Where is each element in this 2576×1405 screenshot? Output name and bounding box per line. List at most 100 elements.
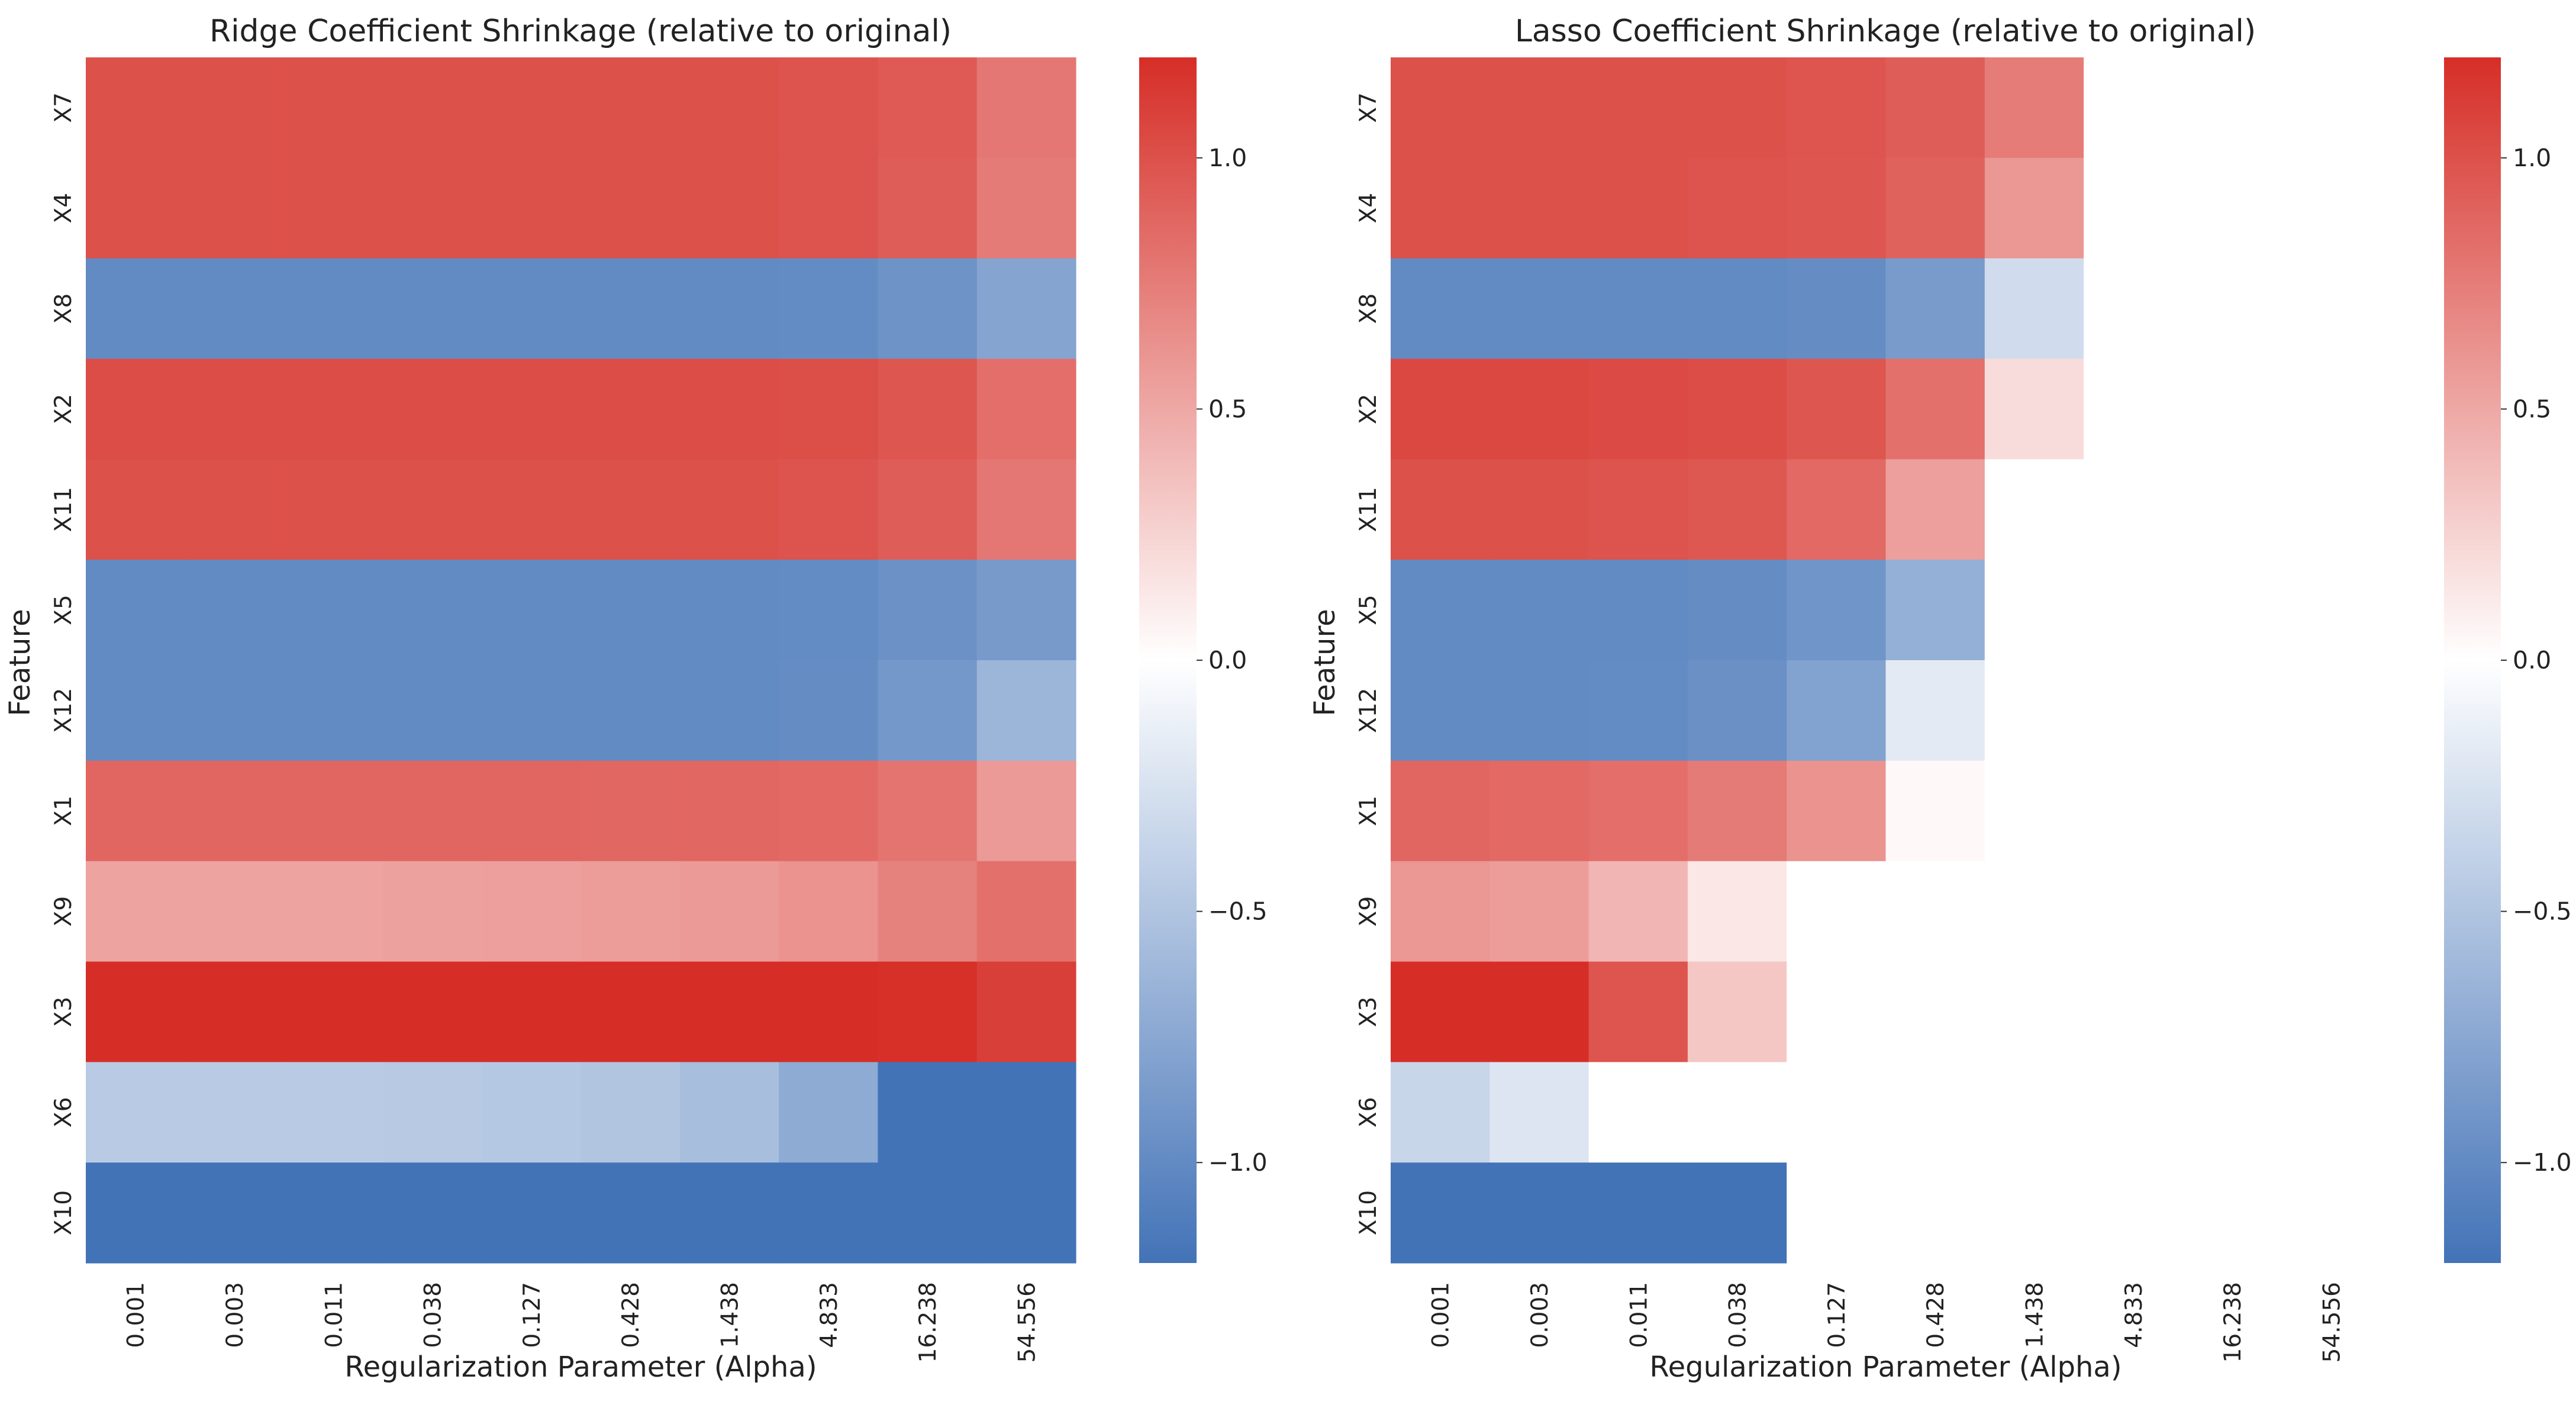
lasso-cell-X9-16.238 bbox=[2182, 861, 2282, 962]
ridge-cell-X4-0.001 bbox=[86, 157, 185, 259]
ridge-cell-X3-0.011 bbox=[283, 961, 383, 1062]
lasso-colorbar-tick-label: −1.0 bbox=[2513, 1148, 2572, 1177]
lasso-colorbar-tick-label: 0.0 bbox=[2513, 646, 2551, 674]
ridge-cell-X1-16.238 bbox=[878, 760, 978, 862]
ridge-cell-X10-4.833 bbox=[779, 1162, 878, 1264]
ridge-cell-X12-0.001 bbox=[86, 660, 185, 761]
lasso-cell-X11-1.438 bbox=[1984, 459, 2084, 560]
lasso-cell-X7-0.011 bbox=[1588, 57, 1688, 159]
lasso-y-tick-label: X4 bbox=[1355, 193, 1382, 224]
ridge-cell-X10-1.438 bbox=[679, 1162, 779, 1264]
lasso-colorbar-tick-label: 0.5 bbox=[2513, 395, 2551, 423]
ridge-x-tick-label: 0.003 bbox=[222, 1282, 249, 1348]
ridge-cell-X4-0.127 bbox=[482, 157, 582, 259]
lasso-cell-X6-0.001 bbox=[1391, 1062, 1490, 1163]
ridge-y-tick-label: X3 bbox=[50, 997, 77, 1028]
ridge-cell-X12-54.556 bbox=[976, 660, 1076, 761]
lasso-cell-X4-0.003 bbox=[1489, 157, 1590, 259]
lasso-cell-X11-16.238 bbox=[2182, 459, 2282, 560]
lasso-cell-X5-1.438 bbox=[1984, 560, 2084, 661]
ridge-cell-X2-16.238 bbox=[878, 358, 978, 460]
lasso-cell-X6-0.011 bbox=[1588, 1062, 1688, 1163]
lasso-cell-X6-0.038 bbox=[1687, 1062, 1787, 1163]
lasso-cell-X4-4.833 bbox=[2084, 157, 2183, 259]
lasso-cell-X8-54.556 bbox=[2281, 258, 2381, 360]
ridge-cell-X6-0.001 bbox=[86, 1062, 185, 1163]
ridge-cell-X9-0.001 bbox=[86, 861, 185, 962]
ridge-cell-X4-54.556 bbox=[976, 157, 1076, 259]
ridge-y-tick-label: X2 bbox=[50, 394, 77, 425]
lasso-cell-X7-4.833 bbox=[2084, 57, 2183, 159]
ridge-cell-X7-4.833 bbox=[779, 57, 878, 159]
ridge-y-tick-label: X11 bbox=[50, 487, 77, 532]
ridge-cell-X1-0.003 bbox=[185, 760, 285, 862]
ridge-cell-X9-16.238 bbox=[878, 861, 978, 962]
ridge-cell-X2-0.011 bbox=[283, 358, 383, 460]
ridge-cell-X8-1.438 bbox=[679, 258, 779, 360]
ridge-cell-X5-0.001 bbox=[86, 560, 185, 661]
lasso-cell-X1-0.127 bbox=[1787, 760, 1887, 862]
lasso-cell-X3-0.127 bbox=[1787, 961, 1887, 1062]
ridge-cell-X4-0.003 bbox=[185, 157, 285, 259]
ridge-x-tick-label: 0.011 bbox=[321, 1282, 347, 1348]
ridge-cell-X4-16.238 bbox=[878, 157, 978, 259]
ridge-cell-X5-54.556 bbox=[976, 560, 1076, 661]
ridge-cell-X9-0.038 bbox=[382, 861, 482, 962]
ridge-cell-X6-4.833 bbox=[779, 1062, 878, 1163]
ridge-cell-X11-0.001 bbox=[86, 459, 185, 560]
lasso-y-tick-label: X1 bbox=[1355, 796, 1382, 826]
lasso-cell-X10-0.127 bbox=[1787, 1162, 1887, 1264]
lasso-cell-X9-0.011 bbox=[1588, 861, 1688, 962]
ridge-cell-X7-0.038 bbox=[382, 57, 482, 159]
ridge-cell-X1-1.438 bbox=[679, 760, 779, 862]
ridge-cell-X11-0.038 bbox=[382, 459, 482, 560]
lasso-cell-X10-0.011 bbox=[1588, 1162, 1688, 1264]
ridge-cell-X3-0.001 bbox=[86, 961, 185, 1062]
ridge-x-tick-label: 1.438 bbox=[717, 1282, 743, 1348]
ridge-cell-X5-16.238 bbox=[878, 560, 978, 661]
ridge-cell-X2-0.428 bbox=[581, 358, 681, 460]
ridge-cell-X1-0.038 bbox=[382, 760, 482, 862]
lasso-x-tick-label: 1.438 bbox=[2022, 1282, 2048, 1348]
ridge-cell-X6-16.238 bbox=[878, 1062, 978, 1163]
lasso-cell-X2-0.011 bbox=[1588, 358, 1688, 460]
lasso-cell-X9-0.038 bbox=[1687, 861, 1787, 962]
lasso-y-tick-label: X9 bbox=[1355, 896, 1382, 927]
ridge-cell-X5-0.428 bbox=[581, 560, 681, 661]
ridge-cell-X2-54.556 bbox=[976, 358, 1076, 460]
ridge-x-tick-label: 0.001 bbox=[123, 1282, 150, 1348]
ridge-cell-X3-4.833 bbox=[779, 961, 878, 1062]
ridge-cell-X12-0.428 bbox=[581, 660, 681, 761]
lasso-cell-X11-0.011 bbox=[1588, 459, 1688, 560]
lasso-y-tick-label: X5 bbox=[1355, 595, 1382, 625]
lasso-x-tick-label: 0.003 bbox=[1527, 1282, 1553, 1348]
lasso-cell-X8-0.003 bbox=[1489, 258, 1590, 360]
ridge-y-tick-label: X7 bbox=[50, 92, 77, 123]
lasso-cell-X5-0.011 bbox=[1588, 560, 1688, 661]
lasso-cell-X5-4.833 bbox=[2084, 560, 2183, 661]
lasso-cell-X10-54.556 bbox=[2281, 1162, 2381, 1264]
lasso-cell-X6-0.428 bbox=[1885, 1062, 1985, 1163]
ridge-cell-X12-0.127 bbox=[482, 660, 582, 761]
lasso-cell-X7-0.003 bbox=[1489, 57, 1590, 159]
ridge-cell-X8-0.003 bbox=[185, 258, 285, 360]
ridge-cell-X11-0.003 bbox=[185, 459, 285, 560]
ridge-cell-X5-0.127 bbox=[482, 560, 582, 661]
lasso-cell-X4-0.038 bbox=[1687, 157, 1787, 259]
lasso-cell-X5-0.428 bbox=[1885, 560, 1985, 661]
ridge-cell-X6-0.038 bbox=[382, 1062, 482, 1163]
ridge-colorbar bbox=[1139, 57, 1197, 1263]
ridge-cell-X7-0.001 bbox=[86, 57, 185, 159]
lasso-cell-X6-54.556 bbox=[2281, 1062, 2381, 1163]
lasso-cell-X3-0.038 bbox=[1687, 961, 1787, 1062]
ridge-cell-X7-54.556 bbox=[976, 57, 1076, 159]
ridge-cell-X3-1.438 bbox=[679, 961, 779, 1062]
ridge-cell-X4-0.011 bbox=[283, 157, 383, 259]
lasso-heatmap-panel: Lasso Coefficient Shrinkage (relative to… bbox=[1308, 14, 2572, 1384]
lasso-cell-X2-54.556 bbox=[2281, 358, 2381, 460]
ridge-cell-X8-54.556 bbox=[976, 258, 1076, 360]
ridge-cell-X5-4.833 bbox=[779, 560, 878, 661]
ridge-cell-X8-16.238 bbox=[878, 258, 978, 360]
lasso-x-tick-label: 4.833 bbox=[2121, 1282, 2148, 1348]
